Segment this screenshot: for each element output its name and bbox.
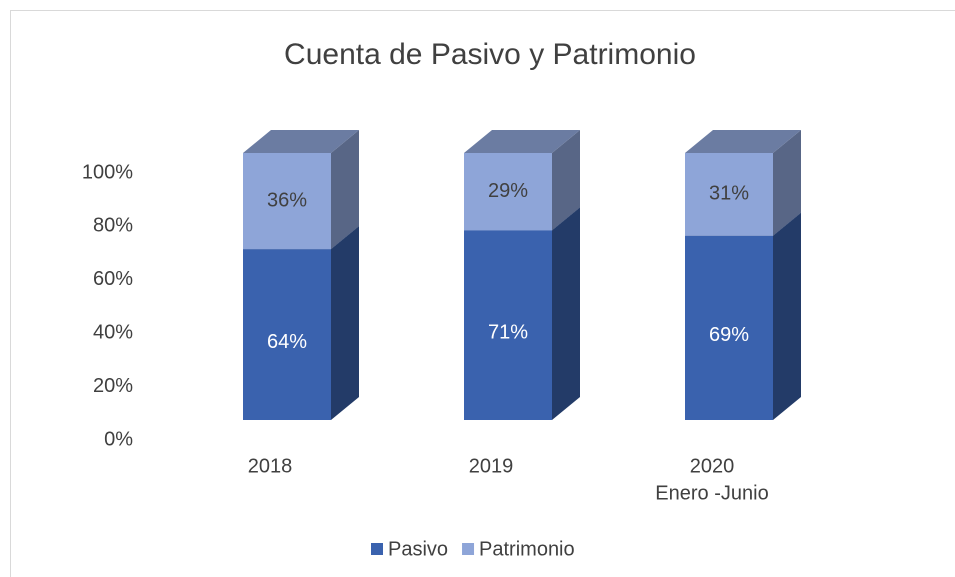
x-tick-label: 2019 [469,455,514,477]
bar-side [331,130,359,250]
y-tick-label: 40% [93,321,133,343]
y-tick-label: 60% [93,268,133,290]
legend-swatch [462,543,475,555]
bar-side [773,212,801,420]
bar-front [464,153,552,231]
y-tick-label: 0% [104,428,133,450]
chart-title: Cuenta de Pasivo y Patrimonio [284,38,696,71]
data-label: 64% [267,331,307,353]
bar-side [552,130,580,231]
legend-swatch [371,543,383,555]
bar-front [685,153,773,236]
y-tick-label: 20% [93,375,133,397]
x-tick-label: Enero -Junio [655,482,768,504]
legend-label: Pasivo [388,538,448,560]
x-tick-label: 2020 [690,455,735,477]
legend-label: Patrimonio [479,538,575,560]
x-tick-label: 2018 [248,455,293,477]
data-label: 36% [267,189,307,211]
bar-front [243,153,331,250]
bar-side [773,130,801,236]
y-tick-label: 80% [93,215,133,237]
data-label: 71% [488,321,528,343]
bar-top [243,130,359,153]
bar-side [331,226,359,420]
data-label: 29% [488,180,528,202]
bar-side [552,207,580,420]
data-label: 69% [709,324,749,346]
bar-front [685,235,773,420]
bar-front [464,230,552,420]
data-label: 31% [709,183,749,205]
y-tick-label: 100% [82,161,133,183]
bar-top [464,130,580,153]
bar-front [243,249,331,420]
bar-top [685,130,801,153]
